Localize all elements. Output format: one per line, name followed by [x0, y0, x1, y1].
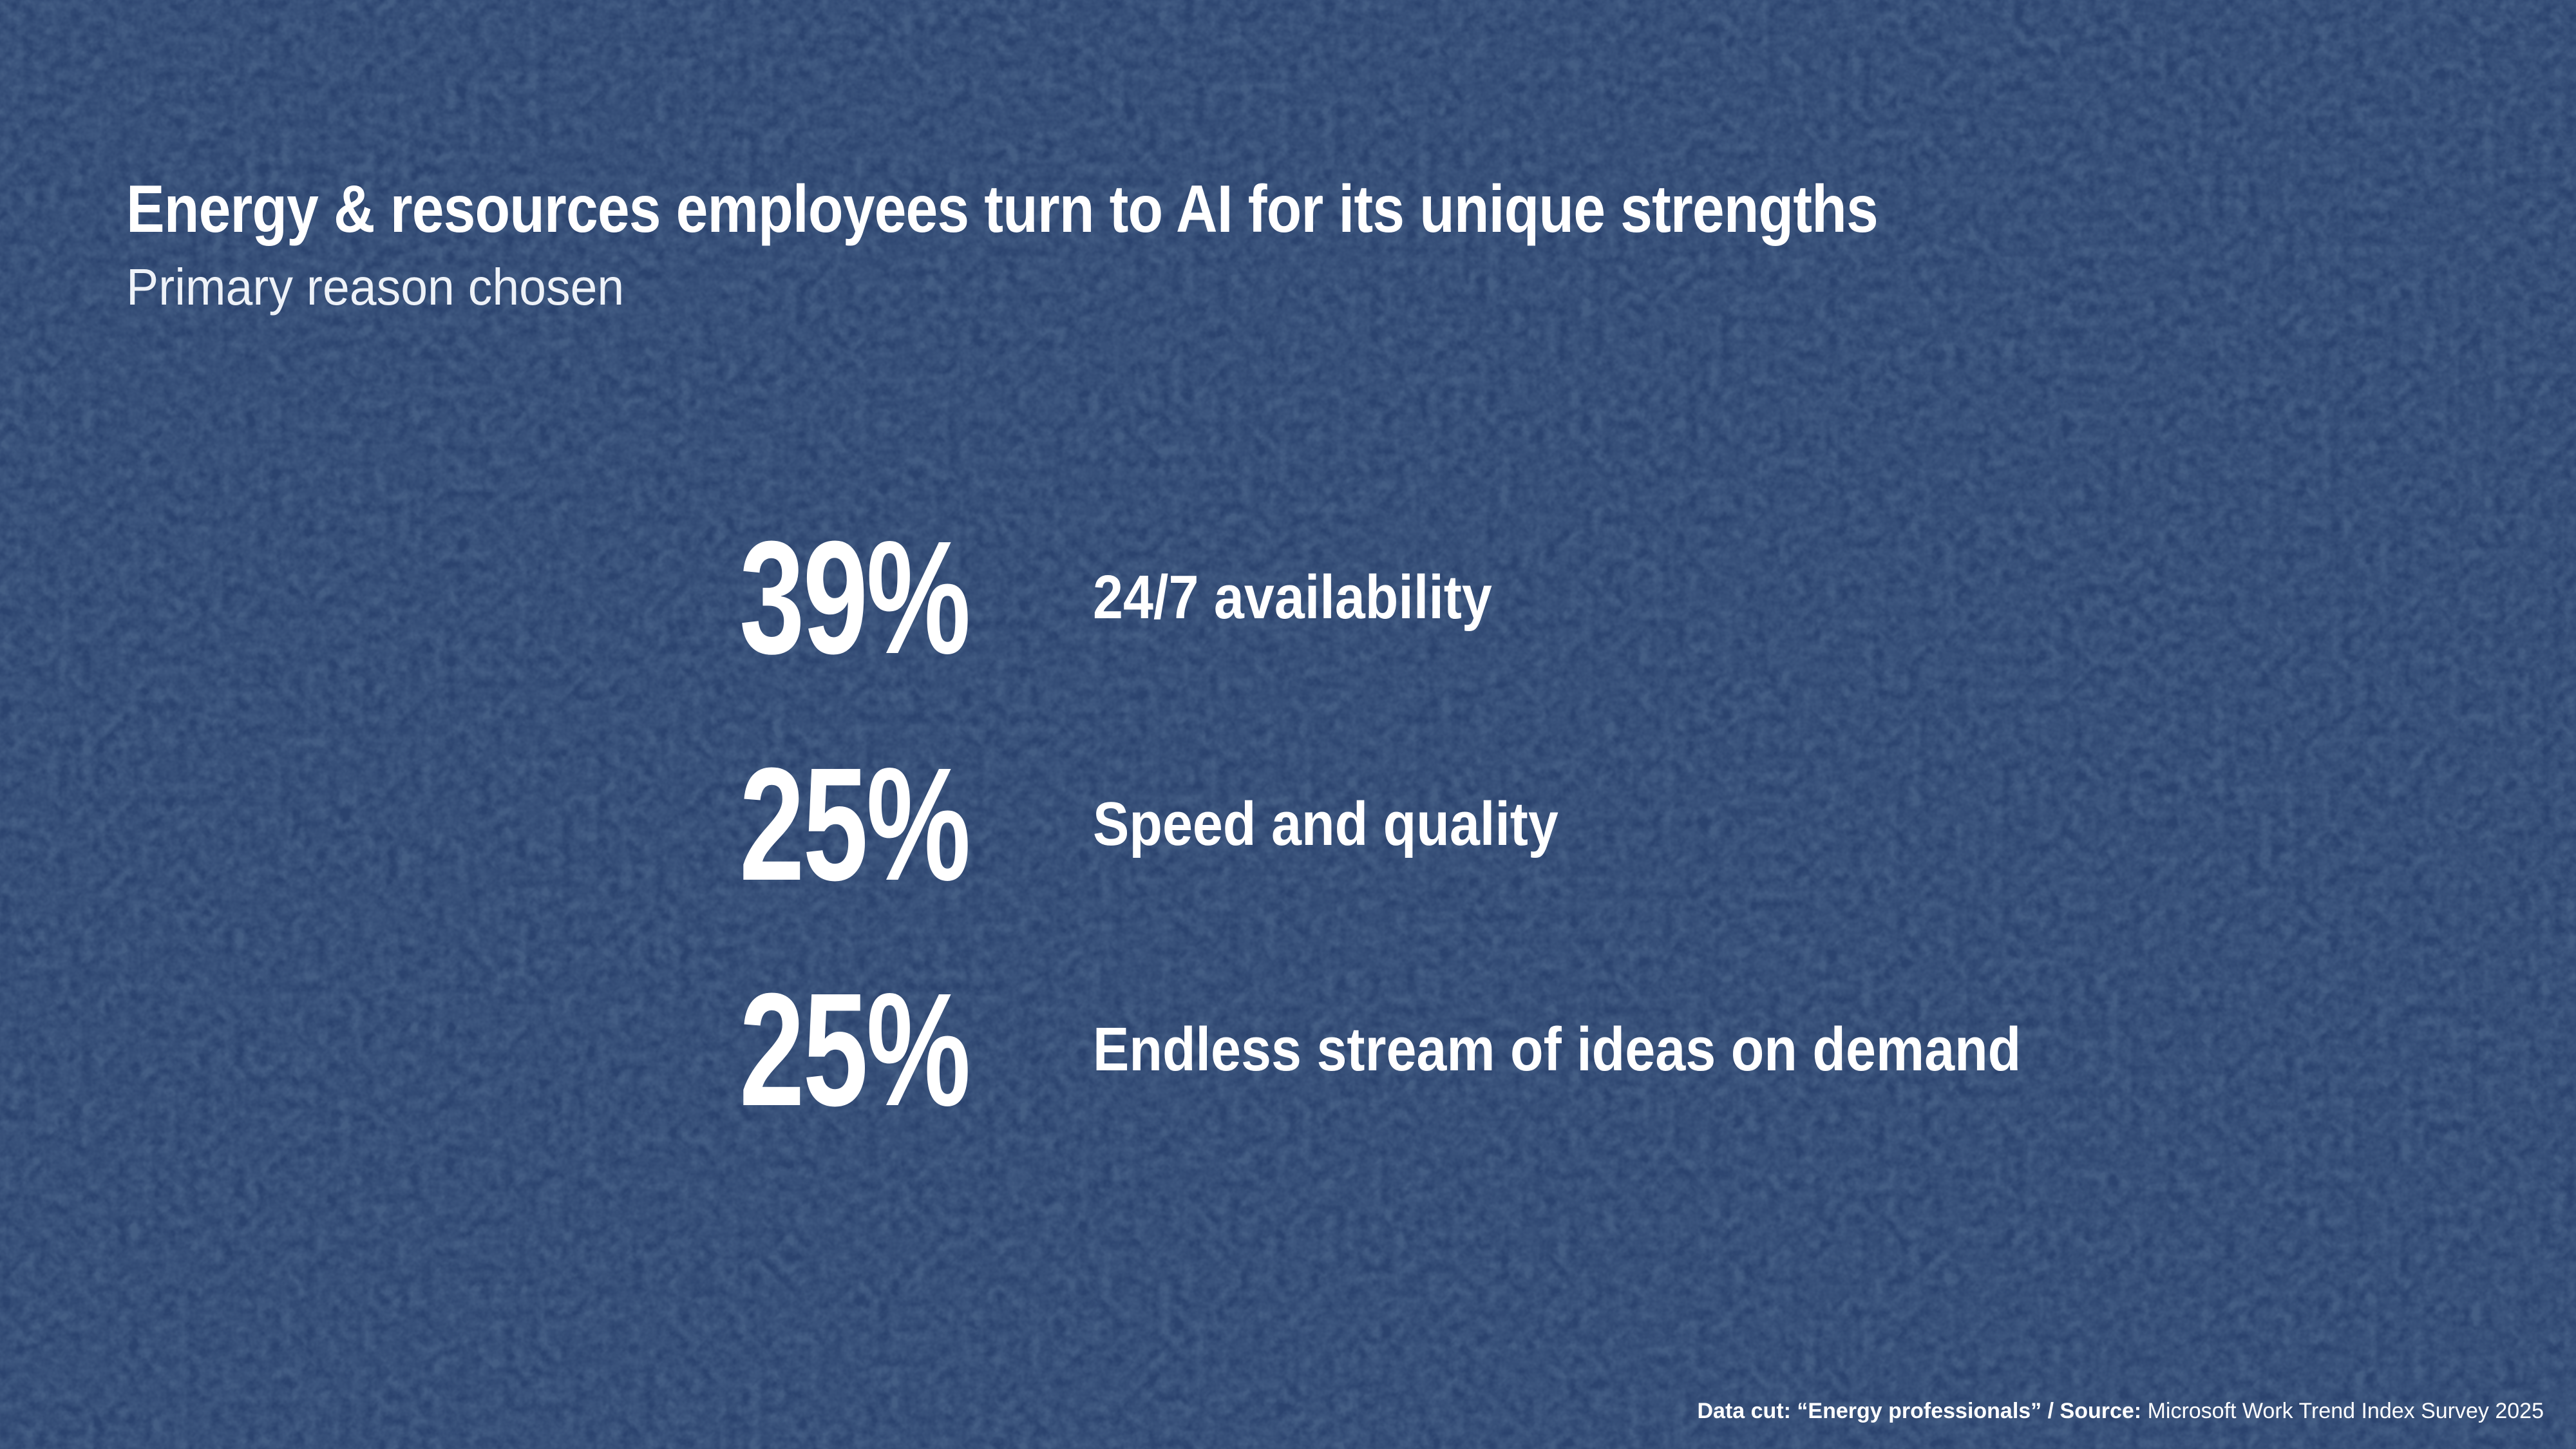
stat-label: Speed and quality [1093, 790, 1558, 859]
page-title: Energy & resources employees turn to AI … [126, 171, 1879, 247]
stat-value: 39% [739, 507, 971, 687]
stat-label: Endless stream of ideas on demand [1093, 1015, 2022, 1084]
stat-value: 25% [739, 734, 971, 914]
source-note-data-cut: Data cut: “Energy professionals” / Sourc… [1697, 1399, 2142, 1424]
stat-row: 39% 24/7 availability [739, 501, 1546, 694]
stat-row: 25% Endless stream of ideas on demand [739, 953, 2148, 1146]
source-note-source: Microsoft Work Trend Index Survey 2025 [2141, 1399, 2544, 1424]
stat-label: 24/7 availability [1093, 563, 1492, 632]
page-subtitle: Primary reason chosen [126, 258, 625, 316]
source-note: Data cut: “Energy professionals” / Sourc… [1698, 1398, 2544, 1425]
stat-value: 25% [739, 960, 971, 1139]
stat-row: 25% Speed and quality [739, 728, 1622, 921]
